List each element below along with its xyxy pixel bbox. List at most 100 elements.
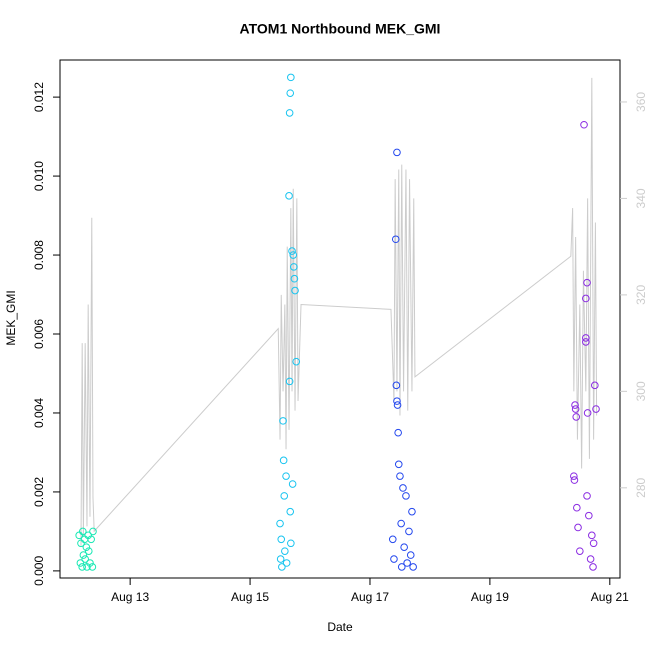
point (285, 109, 294, 117)
x-tick-label: Aug 17 (351, 590, 389, 604)
point (391, 235, 400, 244)
x-tick-label: Aug 13 (111, 590, 149, 604)
point (282, 559, 291, 567)
y-tick-label: 0.008 (32, 240, 46, 270)
x-tick-label: Aug 21 (591, 590, 629, 604)
point (570, 472, 578, 480)
point (405, 527, 413, 536)
y-tick-label: 0.004 (32, 398, 46, 428)
y2-tick-label: 340 (634, 188, 648, 208)
point (394, 428, 402, 437)
point (291, 286, 299, 295)
point (288, 247, 296, 255)
point (79, 551, 88, 559)
y2-tick-label: 320 (634, 285, 648, 305)
point (583, 409, 592, 417)
point (397, 563, 406, 571)
point (89, 527, 97, 536)
point (288, 480, 297, 488)
point (390, 555, 398, 563)
point (392, 381, 401, 390)
point (87, 535, 95, 544)
y-tick-label: 0.010 (32, 161, 46, 191)
point (78, 527, 87, 536)
point (281, 547, 289, 555)
point (280, 492, 289, 500)
point (277, 535, 286, 544)
x-tick-label: Aug 15 (231, 590, 269, 604)
y2-tick-label: 360 (634, 92, 648, 112)
point (290, 274, 299, 283)
point (570, 476, 579, 484)
plot-frame (59, 59, 621, 579)
x-tick-label: Aug 19 (471, 590, 509, 604)
point (276, 519, 284, 528)
point (393, 397, 401, 405)
point (82, 543, 91, 552)
point (286, 507, 295, 516)
point (399, 484, 407, 492)
point (580, 120, 588, 129)
point (589, 539, 598, 548)
point (282, 472, 290, 480)
point (396, 472, 404, 480)
line-series (80, 77, 598, 546)
point (292, 357, 301, 366)
point (388, 535, 397, 544)
point (583, 492, 591, 500)
point (80, 535, 89, 544)
point (278, 563, 286, 571)
point (573, 503, 581, 512)
point (582, 338, 590, 346)
point (84, 547, 93, 555)
point (78, 563, 86, 571)
point (393, 401, 402, 409)
point (582, 294, 590, 303)
point (394, 460, 403, 469)
point (403, 559, 411, 567)
x-axis-label: Date (327, 620, 353, 634)
point (287, 73, 295, 82)
point (572, 413, 581, 421)
point (88, 563, 97, 571)
point (290, 263, 298, 271)
point (592, 405, 600, 413)
point (582, 334, 590, 342)
point (588, 531, 596, 540)
point (571, 405, 580, 413)
point (276, 555, 285, 563)
point (76, 559, 85, 567)
point (279, 417, 287, 425)
point (285, 377, 294, 386)
y2-tick-label: 280 (634, 477, 648, 497)
point (285, 192, 293, 200)
point (583, 278, 591, 287)
point (585, 511, 593, 520)
point (86, 559, 94, 567)
point (289, 251, 298, 259)
point (571, 401, 579, 409)
point (279, 456, 288, 465)
y-tick-label: 0.006 (32, 319, 46, 349)
point (409, 563, 417, 571)
point (286, 89, 295, 97)
point (287, 539, 295, 548)
point (406, 551, 415, 559)
point (591, 381, 599, 390)
point (589, 563, 597, 571)
point (586, 555, 595, 563)
point (402, 492, 410, 500)
point (576, 547, 584, 555)
chart-title: ATOM1 Northbound MEK_GMI (240, 21, 441, 37)
y-tick-label: 0.000 (32, 556, 46, 586)
y2-tick-label: 300 (634, 381, 648, 401)
y-tick-label: 0.002 (32, 477, 46, 507)
point (400, 543, 408, 552)
point (393, 148, 401, 157)
point (81, 555, 89, 563)
y-tick-label: 0.012 (32, 82, 46, 112)
point (408, 507, 416, 516)
point (574, 523, 582, 532)
